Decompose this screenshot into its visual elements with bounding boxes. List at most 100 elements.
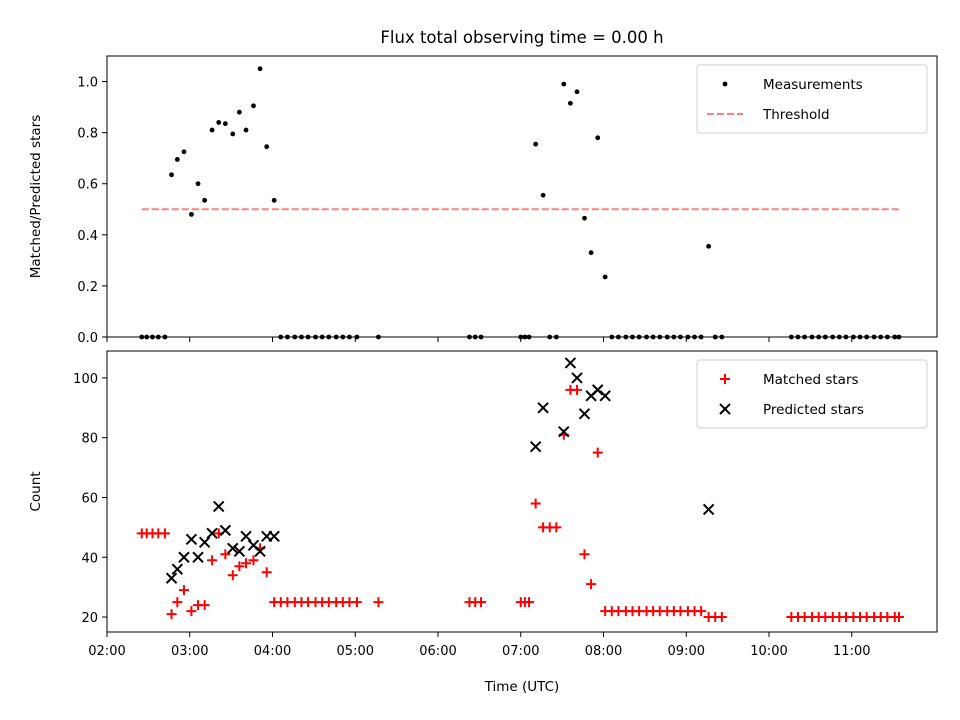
data-point <box>268 530 280 543</box>
data-point <box>185 533 198 546</box>
data-point <box>219 524 232 537</box>
data-point <box>165 572 178 584</box>
chart-title: Flux total observing time = 0.00 h <box>380 28 663 47</box>
data-point <box>271 197 277 203</box>
data-point <box>178 551 190 563</box>
x-tick-label: 07:00 <box>502 644 539 659</box>
x-tick-label: 04:00 <box>254 644 291 659</box>
legend-label: Matched stars <box>763 372 859 388</box>
legend: Measurements Threshold <box>696 64 928 134</box>
data-point <box>251 103 256 109</box>
data-point <box>579 549 590 560</box>
data-point <box>171 563 184 575</box>
data-point <box>207 555 218 566</box>
data-point <box>578 408 591 420</box>
legend-label: Measurements <box>763 77 863 93</box>
data-point <box>706 243 712 249</box>
data-point <box>351 597 362 608</box>
data-point <box>237 109 242 115</box>
x-tick-label: 05:00 <box>337 644 374 659</box>
data-point <box>551 522 562 533</box>
data-point <box>174 157 180 162</box>
data-point <box>537 402 549 414</box>
data-point <box>373 597 384 608</box>
y-tick-label: 20 <box>81 611 98 626</box>
data-point <box>195 181 201 187</box>
x-tick-label: 02:00 <box>88 644 125 659</box>
data-point <box>533 141 539 147</box>
data-point <box>234 561 245 572</box>
data-point <box>222 121 228 127</box>
y-tick-label: 0.4 <box>77 229 98 244</box>
plot-frame <box>106 350 938 633</box>
data-point <box>172 597 183 608</box>
data-point <box>716 612 727 623</box>
series-predicted-stars <box>165 357 715 584</box>
data-point <box>558 426 570 438</box>
data-point <box>530 498 541 509</box>
data-point <box>592 447 603 458</box>
x-tick-label: 11:00 <box>833 644 870 659</box>
data-point <box>568 100 573 106</box>
data-point <box>206 527 218 540</box>
y-tick-label: 0.8 <box>77 127 98 142</box>
y-tick-label: 0.0 <box>77 331 98 346</box>
data-point <box>241 558 252 569</box>
data-point <box>192 551 204 563</box>
data-point <box>209 127 215 133</box>
data-point <box>592 384 604 396</box>
legend-box <box>696 64 928 134</box>
data-point <box>159 528 170 539</box>
x-tick-label: 10:00 <box>750 644 787 659</box>
ratio-panel: 0.0 0.2 0.4 0.6 0.8 1.0 Matched/Predicted star… <box>28 55 938 346</box>
data-point <box>572 384 583 395</box>
data-point <box>169 172 174 178</box>
data-point <box>230 131 236 137</box>
y-tick-label: 100 <box>73 372 98 387</box>
data-point <box>166 609 177 620</box>
data-point <box>216 120 222 125</box>
data-point <box>696 606 707 617</box>
data-point <box>202 197 208 203</box>
y-tick-label: 0.2 <box>77 280 98 295</box>
data-point <box>227 570 238 581</box>
data-point <box>529 440 542 453</box>
x-tick-label: 09:00 <box>668 644 705 659</box>
data-point <box>564 357 577 369</box>
data-point <box>574 89 580 95</box>
legend-label: Threshold <box>762 107 830 123</box>
data-point <box>595 135 601 141</box>
y-tick-label: 60 <box>81 491 98 506</box>
data-point <box>582 215 587 221</box>
data-point <box>571 372 583 384</box>
data-point <box>257 66 263 72</box>
data-point <box>233 545 246 557</box>
count-panel: 20 40 60 80 100 02:00 03:00 04:00 05:00 06:00 07:0… <box>28 350 938 659</box>
data-point <box>248 555 259 566</box>
legend-swatch <box>720 374 730 384</box>
data-point <box>189 211 194 217</box>
data-point <box>264 144 270 150</box>
data-point <box>186 606 197 617</box>
x-tick-label: 08:00 <box>585 644 622 659</box>
y-tick-label: 80 <box>81 432 98 447</box>
data-point <box>261 567 272 578</box>
legend-swatch <box>722 81 728 87</box>
x-tick-label: 06:00 <box>419 644 456 659</box>
data-point <box>199 600 210 611</box>
legend-swatch <box>719 403 731 415</box>
series-matched-stars <box>136 384 904 623</box>
data-point <box>198 536 211 549</box>
data-point <box>561 81 567 87</box>
x-axis-label: Time (UTC) <box>484 679 560 695</box>
plot-frame <box>106 55 938 338</box>
data-point <box>220 549 231 560</box>
data-point <box>893 612 904 623</box>
y-tick-label: 40 <box>81 551 98 566</box>
data-point <box>243 127 249 133</box>
data-point <box>227 542 239 555</box>
data-point <box>254 545 266 557</box>
data-point <box>540 192 546 198</box>
x-tick-label: 03:00 <box>171 644 208 659</box>
